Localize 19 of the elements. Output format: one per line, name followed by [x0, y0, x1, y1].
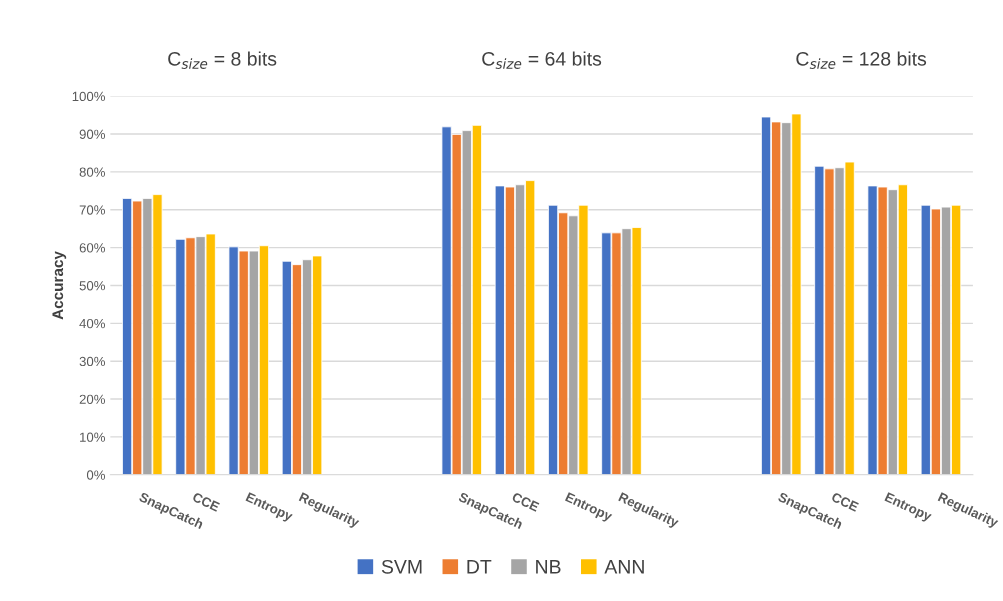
y-tick-label: 90%	[79, 129, 105, 139]
legend-label: NB	[536, 560, 561, 574]
text: C$_{size}$ = 128 bits	[796, 51, 927, 69]
text: C$_{size}$ = 64 bits	[482, 51, 602, 69]
y-tick-label: 20%	[79, 394, 105, 404]
y-tick-label: 50%	[79, 281, 105, 291]
y-tick-label: 60%	[79, 243, 105, 253]
legend-label: DT	[467, 560, 492, 574]
y-tick-label: 100%	[72, 91, 105, 102]
y-tick-label: 70%	[79, 205, 105, 215]
legend-label: ANN	[604, 560, 644, 574]
y-tick-label: 10%	[80, 432, 105, 442]
y-tick-label: 30%	[79, 356, 105, 367]
legend-label: SVM	[381, 559, 422, 574]
text: C$_{size}$ = 8 bits	[168, 51, 277, 69]
y-axis-title: Accuracy	[52, 251, 67, 320]
y-tick-label: 0%	[86, 470, 105, 480]
y-tick-label: 40%	[79, 318, 105, 329]
y-tick-label: 80%	[79, 167, 105, 177]
